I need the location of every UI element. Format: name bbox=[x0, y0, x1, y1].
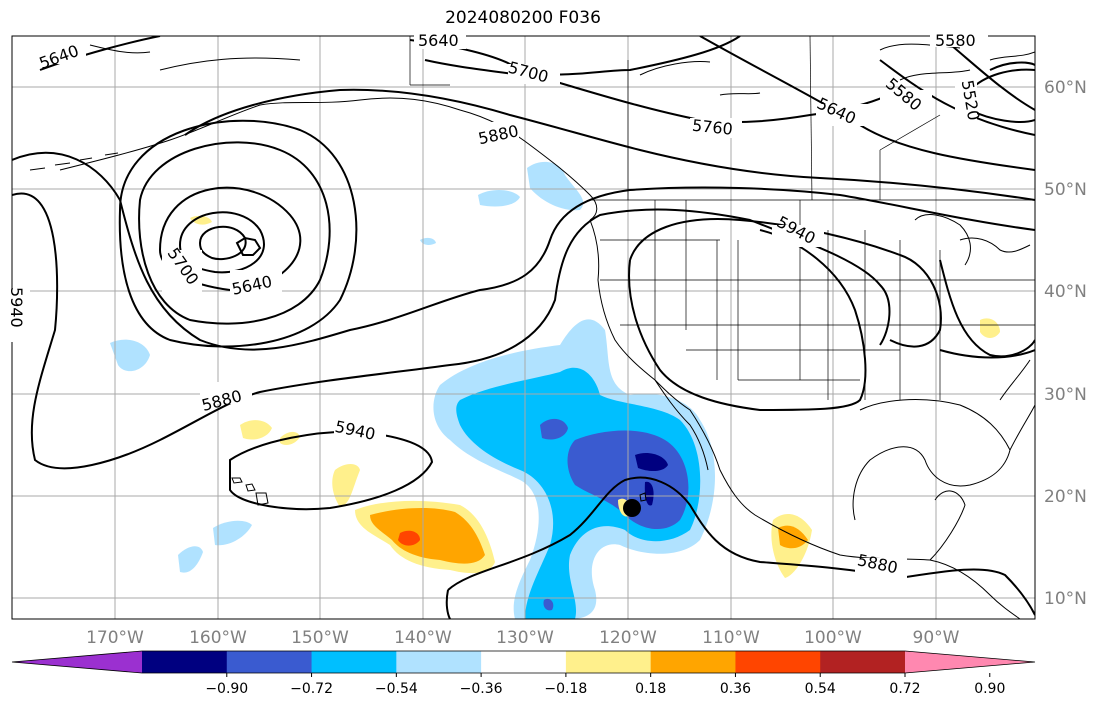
lon-label: 170°W bbox=[86, 628, 144, 648]
lat-label: 20°N bbox=[1044, 487, 1087, 507]
colorbar-tick-label: 0.18 bbox=[635, 681, 666, 697]
colorbar-segment bbox=[311, 651, 397, 673]
coastlines bbox=[29, 43, 1035, 619]
lon-label: 90°W bbox=[913, 628, 960, 648]
gridlines bbox=[12, 36, 1035, 619]
colorbar-segment bbox=[142, 651, 228, 673]
negative-anomaly-region bbox=[178, 546, 203, 573]
positive-anomaly-region bbox=[240, 420, 272, 440]
chart-title: 2024080200 F036 bbox=[445, 8, 601, 28]
positive-anomaly-region bbox=[370, 508, 485, 564]
colorbar-tick-label: 0.54 bbox=[805, 681, 836, 697]
negative-anomaly-region bbox=[635, 453, 668, 472]
negative-anomaly-region bbox=[110, 339, 150, 372]
lat-label: 10°N bbox=[1044, 589, 1087, 609]
colorbar-segment bbox=[481, 651, 567, 673]
lat-label: 40°N bbox=[1044, 282, 1087, 302]
negative-anomaly-region bbox=[213, 520, 252, 546]
colorbar-segment bbox=[650, 651, 736, 673]
lon-label: 120°W bbox=[599, 628, 657, 648]
lon-label: 160°W bbox=[189, 628, 247, 648]
colorbar-tick-label: −0.18 bbox=[544, 681, 587, 697]
map-area bbox=[12, 36, 1035, 619]
positive-anomaly-region bbox=[778, 525, 808, 549]
colorbar-outline bbox=[11, 650, 1036, 674]
colorbar-tick-label: −0.54 bbox=[375, 681, 418, 697]
lon-label: 100°W bbox=[804, 628, 862, 648]
positive-anomaly-region bbox=[190, 215, 212, 225]
colorbar-tick-label: −0.36 bbox=[460, 681, 503, 697]
positive-anomaly-region bbox=[980, 318, 1000, 338]
colorbar-extension-low bbox=[12, 651, 142, 673]
colorbar-tick-label: −0.72 bbox=[290, 681, 333, 697]
negative-anomaly-region bbox=[456, 367, 701, 619]
negative-anomaly-region bbox=[644, 481, 654, 506]
lat-label: 60°N bbox=[1044, 78, 1087, 98]
colorbar: −0.90 −0.72 −0.54 −0.36 −0.18 0.18 0.36 0.54 0.7… bbox=[11, 650, 1036, 697]
colorbar-extension-high bbox=[905, 651, 1035, 673]
colorbar-segment bbox=[565, 651, 652, 673]
storm-center-marker bbox=[623, 499, 641, 517]
lat-label: 50°N bbox=[1044, 180, 1087, 200]
lon-label: 110°W bbox=[702, 628, 760, 648]
contour-label: 5760 bbox=[691, 116, 733, 139]
contour-label: 5640 bbox=[418, 31, 459, 50]
contour-label-group: 5640 5640 5700 5760 5640 5580 5520 5880 … bbox=[7, 31, 988, 580]
negative-anomaly-region bbox=[543, 598, 554, 611]
positive-anomaly-region bbox=[398, 530, 420, 546]
negative-anomaly-region bbox=[420, 237, 436, 245]
colorbar-tick-label: 0.90 bbox=[974, 681, 1005, 697]
negative-anomaly-region bbox=[540, 418, 568, 440]
lon-label: 140°W bbox=[394, 628, 452, 648]
colorbar-tick-label: 0.72 bbox=[889, 681, 920, 697]
latitude-labels: 60°N 50°N 40°N 30°N 20°N 10°N bbox=[1044, 78, 1087, 609]
colorbar-tick-label: 0.36 bbox=[720, 681, 751, 697]
colorbar-tick-label: −0.90 bbox=[205, 681, 248, 697]
lon-label: 150°W bbox=[291, 628, 349, 648]
lon-label: 130°W bbox=[496, 628, 554, 648]
colorbar-segment bbox=[820, 651, 906, 673]
negative-anomaly-region bbox=[527, 161, 584, 211]
negative-anomaly-region bbox=[478, 189, 520, 207]
colorbar-segment bbox=[226, 651, 313, 673]
lat-label: 30°N bbox=[1044, 385, 1087, 405]
contour-label: 5940 bbox=[7, 287, 26, 328]
colorbar-segment bbox=[735, 651, 821, 673]
contour-label: 5580 bbox=[935, 31, 976, 50]
colorbar-segment bbox=[396, 651, 482, 673]
longitude-labels: 170°W 160°W 150°W 140°W 130°W 120°W 110°… bbox=[86, 628, 960, 648]
